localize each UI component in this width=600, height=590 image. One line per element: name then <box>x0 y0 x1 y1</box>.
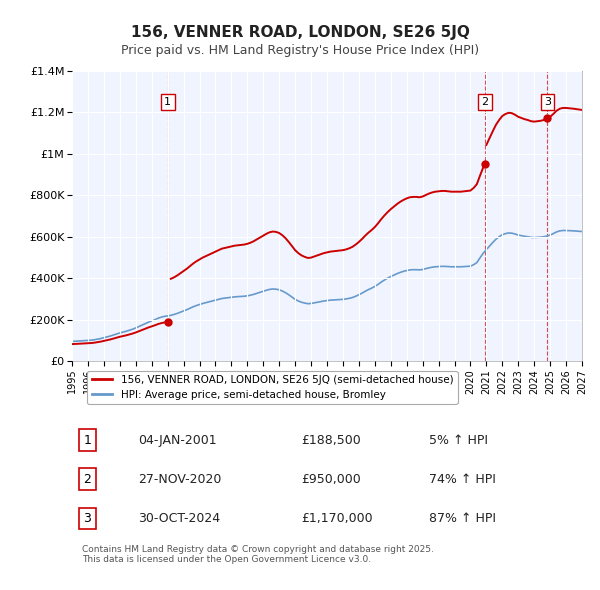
Text: 30-OCT-2024: 30-OCT-2024 <box>139 512 220 525</box>
Text: 1: 1 <box>164 97 171 107</box>
Text: Contains HM Land Registry data © Crown copyright and database right 2025.
This d: Contains HM Land Registry data © Crown c… <box>82 545 434 564</box>
Text: 3: 3 <box>544 97 551 107</box>
Text: 04-JAN-2001: 04-JAN-2001 <box>139 434 217 447</box>
Text: 5% ↑ HPI: 5% ↑ HPI <box>429 434 488 447</box>
Text: 74% ↑ HPI: 74% ↑ HPI <box>429 473 496 486</box>
Text: 87% ↑ HPI: 87% ↑ HPI <box>429 512 496 525</box>
Text: 156, VENNER ROAD, LONDON, SE26 5JQ: 156, VENNER ROAD, LONDON, SE26 5JQ <box>131 25 469 40</box>
Text: 3: 3 <box>83 512 91 525</box>
Text: £188,500: £188,500 <box>302 434 361 447</box>
Text: 1: 1 <box>83 434 91 447</box>
Text: 2: 2 <box>481 97 488 107</box>
Text: 27-NOV-2020: 27-NOV-2020 <box>139 473 221 486</box>
Text: £1,170,000: £1,170,000 <box>302 512 373 525</box>
Text: 2: 2 <box>83 473 91 486</box>
Text: Price paid vs. HM Land Registry's House Price Index (HPI): Price paid vs. HM Land Registry's House … <box>121 44 479 57</box>
Legend: 156, VENNER ROAD, LONDON, SE26 5JQ (semi-detached house), HPI: Average price, se: 156, VENNER ROAD, LONDON, SE26 5JQ (semi… <box>88 371 458 404</box>
Text: £950,000: £950,000 <box>302 473 361 486</box>
